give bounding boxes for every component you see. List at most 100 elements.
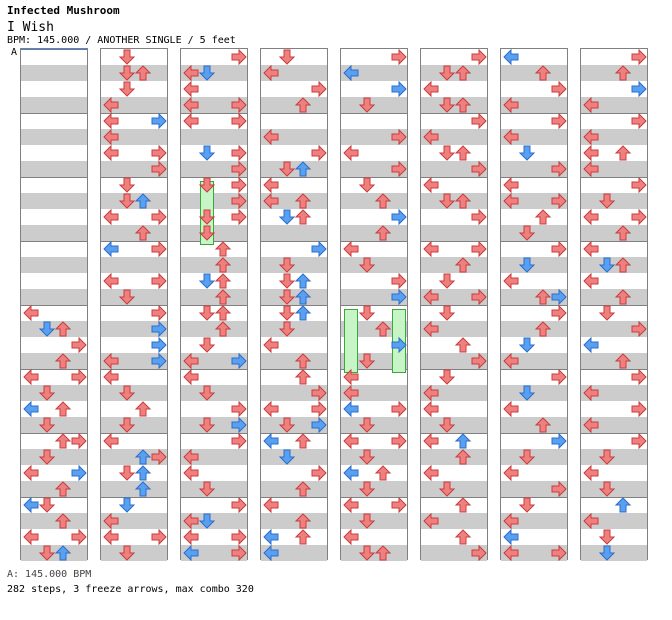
right-arrow-icon [551,304,567,322]
down-arrow-icon [118,177,136,193]
up-arrow-icon [54,545,72,561]
down-arrow-icon [358,97,376,113]
left-arrow-icon [183,528,199,546]
down-arrow-icon [198,417,216,433]
measure-line [261,497,327,498]
left-arrow-icon [423,288,439,306]
down-arrow-icon [598,193,616,209]
left-arrow-icon [343,368,359,386]
down-arrow-icon [38,449,56,465]
left-arrow-icon [423,80,439,98]
up-arrow-icon [614,65,632,81]
down-arrow-icon [38,545,56,561]
down-arrow-icon [118,193,136,209]
up-arrow-icon [294,433,312,449]
down-arrow-icon [438,305,456,321]
beat-band [421,225,487,241]
right-arrow-icon [551,288,567,306]
left-arrow-icon [343,400,359,418]
up-arrow-icon [294,513,312,529]
right-arrow-icon [231,48,247,66]
beat-band [101,481,167,497]
down-arrow-icon [598,545,616,561]
right-arrow-icon [71,336,87,354]
up-arrow-icon [134,193,152,209]
right-arrow-icon [631,400,647,418]
beat-band [341,193,407,209]
left-arrow-icon [423,128,439,146]
up-arrow-icon [54,513,72,529]
right-arrow-icon [231,544,247,562]
freeze-arrow [344,309,358,373]
beat-band [101,97,167,113]
left-arrow-icon [103,512,119,530]
up-arrow-icon [454,145,472,161]
up-arrow-icon [614,289,632,305]
up-arrow-icon [614,145,632,161]
beat-band [581,289,647,305]
down-arrow-icon [118,417,136,433]
up-arrow-icon [454,497,472,513]
down-arrow-icon [198,337,216,353]
right-arrow-icon [551,432,567,450]
beat-band [421,513,487,529]
measure-line [181,305,247,306]
left-arrow-icon [263,496,279,514]
down-arrow-icon [278,417,296,433]
right-arrow-icon [231,112,247,130]
down-arrow-icon [518,145,536,161]
up-arrow-icon [534,417,552,433]
beat-band [421,449,487,465]
left-arrow-icon [23,496,39,514]
beat-band [181,545,247,561]
measure-line [261,433,327,434]
measure-line [341,433,407,434]
beat-band [501,513,567,529]
left-arrow-icon [103,240,119,258]
measure-line [181,113,247,114]
measure-line [21,241,87,242]
right-arrow-icon [551,368,567,386]
up-arrow-icon [294,353,312,369]
up-arrow-icon [294,273,312,289]
right-arrow-icon [551,480,567,498]
bpm-start-line [21,49,87,50]
right-arrow-icon [631,432,647,450]
left-arrow-icon [183,112,199,130]
right-arrow-icon [231,96,247,114]
right-arrow-icon [471,160,487,178]
down-arrow-icon [358,417,376,433]
right-arrow-icon [391,128,407,146]
beat-band [261,385,327,401]
left-arrow-icon [263,176,279,194]
right-arrow-icon [231,144,247,162]
measure-line [581,177,647,178]
beat-band [501,129,567,145]
left-arrow-icon [423,400,439,418]
right-arrow-icon [151,448,167,466]
beat-band [581,65,647,81]
measure-line [101,369,167,370]
down-arrow-icon [438,369,456,385]
left-arrow-icon [103,368,119,386]
left-arrow-icon [263,528,279,546]
measure-line [581,497,647,498]
down-arrow-icon [198,65,216,81]
left-arrow-icon [183,448,199,466]
down-arrow-icon [518,225,536,241]
up-arrow-icon [294,529,312,545]
left-arrow-icon [503,464,519,482]
down-arrow-icon [518,337,536,353]
measure-line [501,305,567,306]
beat-band [501,481,567,497]
beat-band [341,289,407,305]
song-title: I Wish [7,20,54,35]
measure-line [21,433,87,434]
beat-band [421,161,487,177]
measure-line [261,241,327,242]
down-arrow-icon [518,497,536,513]
left-arrow-icon [23,368,39,386]
beat-band [21,225,87,241]
down-arrow-icon [438,273,456,289]
beat-band [181,193,247,209]
